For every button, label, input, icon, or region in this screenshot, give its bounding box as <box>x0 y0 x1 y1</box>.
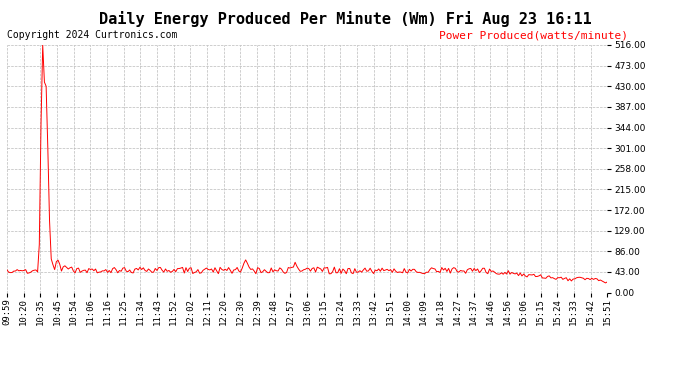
Text: Copyright 2024 Curtronics.com: Copyright 2024 Curtronics.com <box>7 30 177 40</box>
Text: Daily Energy Produced Per Minute (Wm) Fri Aug 23 16:11: Daily Energy Produced Per Minute (Wm) Fr… <box>99 11 591 27</box>
Text: Power Produced(watts/minute): Power Produced(watts/minute) <box>439 30 628 40</box>
